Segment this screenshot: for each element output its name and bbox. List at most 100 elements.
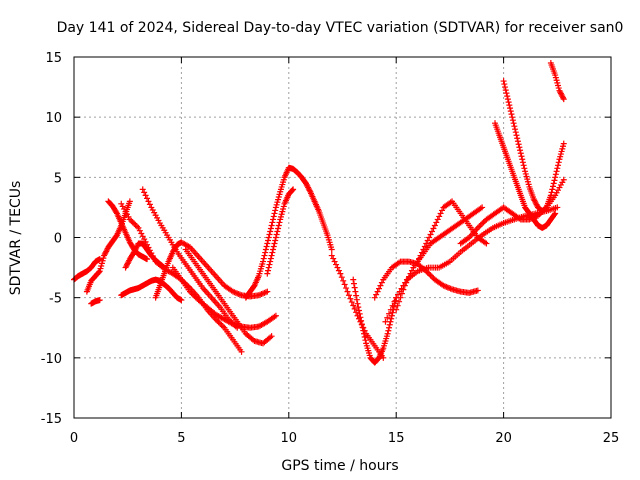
data-point bbox=[373, 291, 380, 298]
data-point bbox=[350, 280, 357, 287]
data-point bbox=[272, 237, 279, 244]
data-point bbox=[408, 267, 415, 274]
data-point bbox=[354, 300, 361, 307]
data-point bbox=[264, 240, 271, 247]
data-point bbox=[401, 282, 408, 289]
data-point bbox=[276, 191, 283, 198]
y-tick-label: 10 bbox=[45, 111, 62, 126]
series-sat-e bbox=[118, 276, 185, 304]
data-point bbox=[557, 151, 564, 158]
data-point bbox=[420, 246, 427, 253]
data-point bbox=[554, 165, 561, 172]
data-point bbox=[142, 192, 149, 199]
data-point bbox=[551, 177, 558, 184]
data-point bbox=[139, 186, 146, 193]
data-point bbox=[218, 321, 225, 328]
data-point bbox=[330, 255, 337, 262]
data-point bbox=[509, 117, 516, 124]
data-point bbox=[548, 189, 555, 196]
data-point bbox=[273, 201, 280, 208]
data-point bbox=[522, 168, 529, 175]
data-point bbox=[406, 273, 413, 280]
data-point bbox=[396, 298, 403, 305]
data-point bbox=[139, 233, 146, 240]
data-point bbox=[280, 203, 287, 210]
chart-title: Day 141 of 2024, Sidereal Day-to-day VTE… bbox=[57, 20, 624, 36]
data-point bbox=[479, 204, 486, 211]
data-point bbox=[550, 180, 557, 187]
data-point bbox=[270, 243, 277, 250]
data-point bbox=[129, 219, 136, 226]
data-point bbox=[388, 315, 395, 322]
data-point bbox=[98, 262, 105, 269]
data-point bbox=[268, 333, 275, 340]
data-point bbox=[385, 327, 392, 334]
data-point bbox=[359, 324, 366, 331]
data-point bbox=[358, 321, 365, 328]
data-point bbox=[374, 288, 381, 295]
y-tick-label: -10 bbox=[41, 352, 62, 367]
data-point bbox=[552, 171, 559, 178]
data-point bbox=[265, 237, 272, 244]
data-point bbox=[269, 249, 276, 256]
data-point bbox=[393, 306, 400, 313]
data-point bbox=[480, 219, 487, 226]
data-point bbox=[345, 292, 352, 299]
data-point bbox=[427, 231, 434, 238]
data-point bbox=[519, 159, 526, 166]
series-sat-u bbox=[492, 120, 559, 231]
data-point bbox=[515, 141, 522, 148]
data-point bbox=[97, 265, 104, 272]
data-point bbox=[521, 165, 528, 172]
data-point bbox=[362, 337, 369, 344]
data-point bbox=[400, 286, 407, 293]
series-sat-c bbox=[105, 198, 151, 263]
data-point bbox=[554, 204, 561, 211]
series-sat-s bbox=[414, 198, 490, 265]
data-point bbox=[503, 90, 510, 97]
data-point bbox=[483, 240, 490, 247]
data-point bbox=[238, 348, 245, 355]
data-point bbox=[268, 252, 275, 259]
data-point bbox=[260, 255, 267, 262]
data-point bbox=[262, 249, 269, 256]
data-point bbox=[134, 223, 141, 230]
y-tick-label: -15 bbox=[41, 412, 62, 427]
data-point bbox=[275, 222, 282, 229]
data-point bbox=[335, 267, 342, 274]
series-sat-i bbox=[152, 239, 271, 301]
data-point bbox=[500, 78, 507, 85]
data-point bbox=[262, 246, 269, 253]
data-point bbox=[508, 111, 515, 118]
data-point bbox=[434, 216, 441, 223]
data-point bbox=[266, 231, 273, 238]
data-point bbox=[280, 206, 287, 213]
data-point bbox=[477, 222, 484, 229]
series-sat-r bbox=[393, 204, 486, 313]
data-point bbox=[273, 231, 280, 238]
y-axis-ticks: -15 -10 -5 0 5 10 15 bbox=[41, 51, 611, 427]
data-point bbox=[371, 294, 378, 301]
data-point bbox=[355, 304, 362, 311]
data-point bbox=[99, 257, 106, 264]
data-point bbox=[265, 267, 272, 274]
data-point bbox=[384, 314, 391, 321]
data-point bbox=[265, 234, 272, 241]
data-point bbox=[555, 159, 562, 166]
data-point bbox=[389, 309, 396, 316]
data-point bbox=[272, 204, 279, 211]
data-point bbox=[351, 305, 358, 312]
data-point bbox=[553, 77, 560, 84]
data-point bbox=[276, 219, 283, 226]
data-point bbox=[502, 87, 509, 94]
data-point bbox=[560, 143, 567, 150]
data-point bbox=[275, 196, 282, 203]
data-point bbox=[394, 291, 401, 298]
data-point bbox=[386, 321, 393, 328]
data-point bbox=[517, 150, 524, 157]
data-point bbox=[271, 240, 278, 247]
x-tick-label: 20 bbox=[495, 431, 512, 446]
data-point bbox=[552, 174, 559, 181]
data-point bbox=[558, 148, 565, 155]
data-point bbox=[328, 252, 335, 259]
